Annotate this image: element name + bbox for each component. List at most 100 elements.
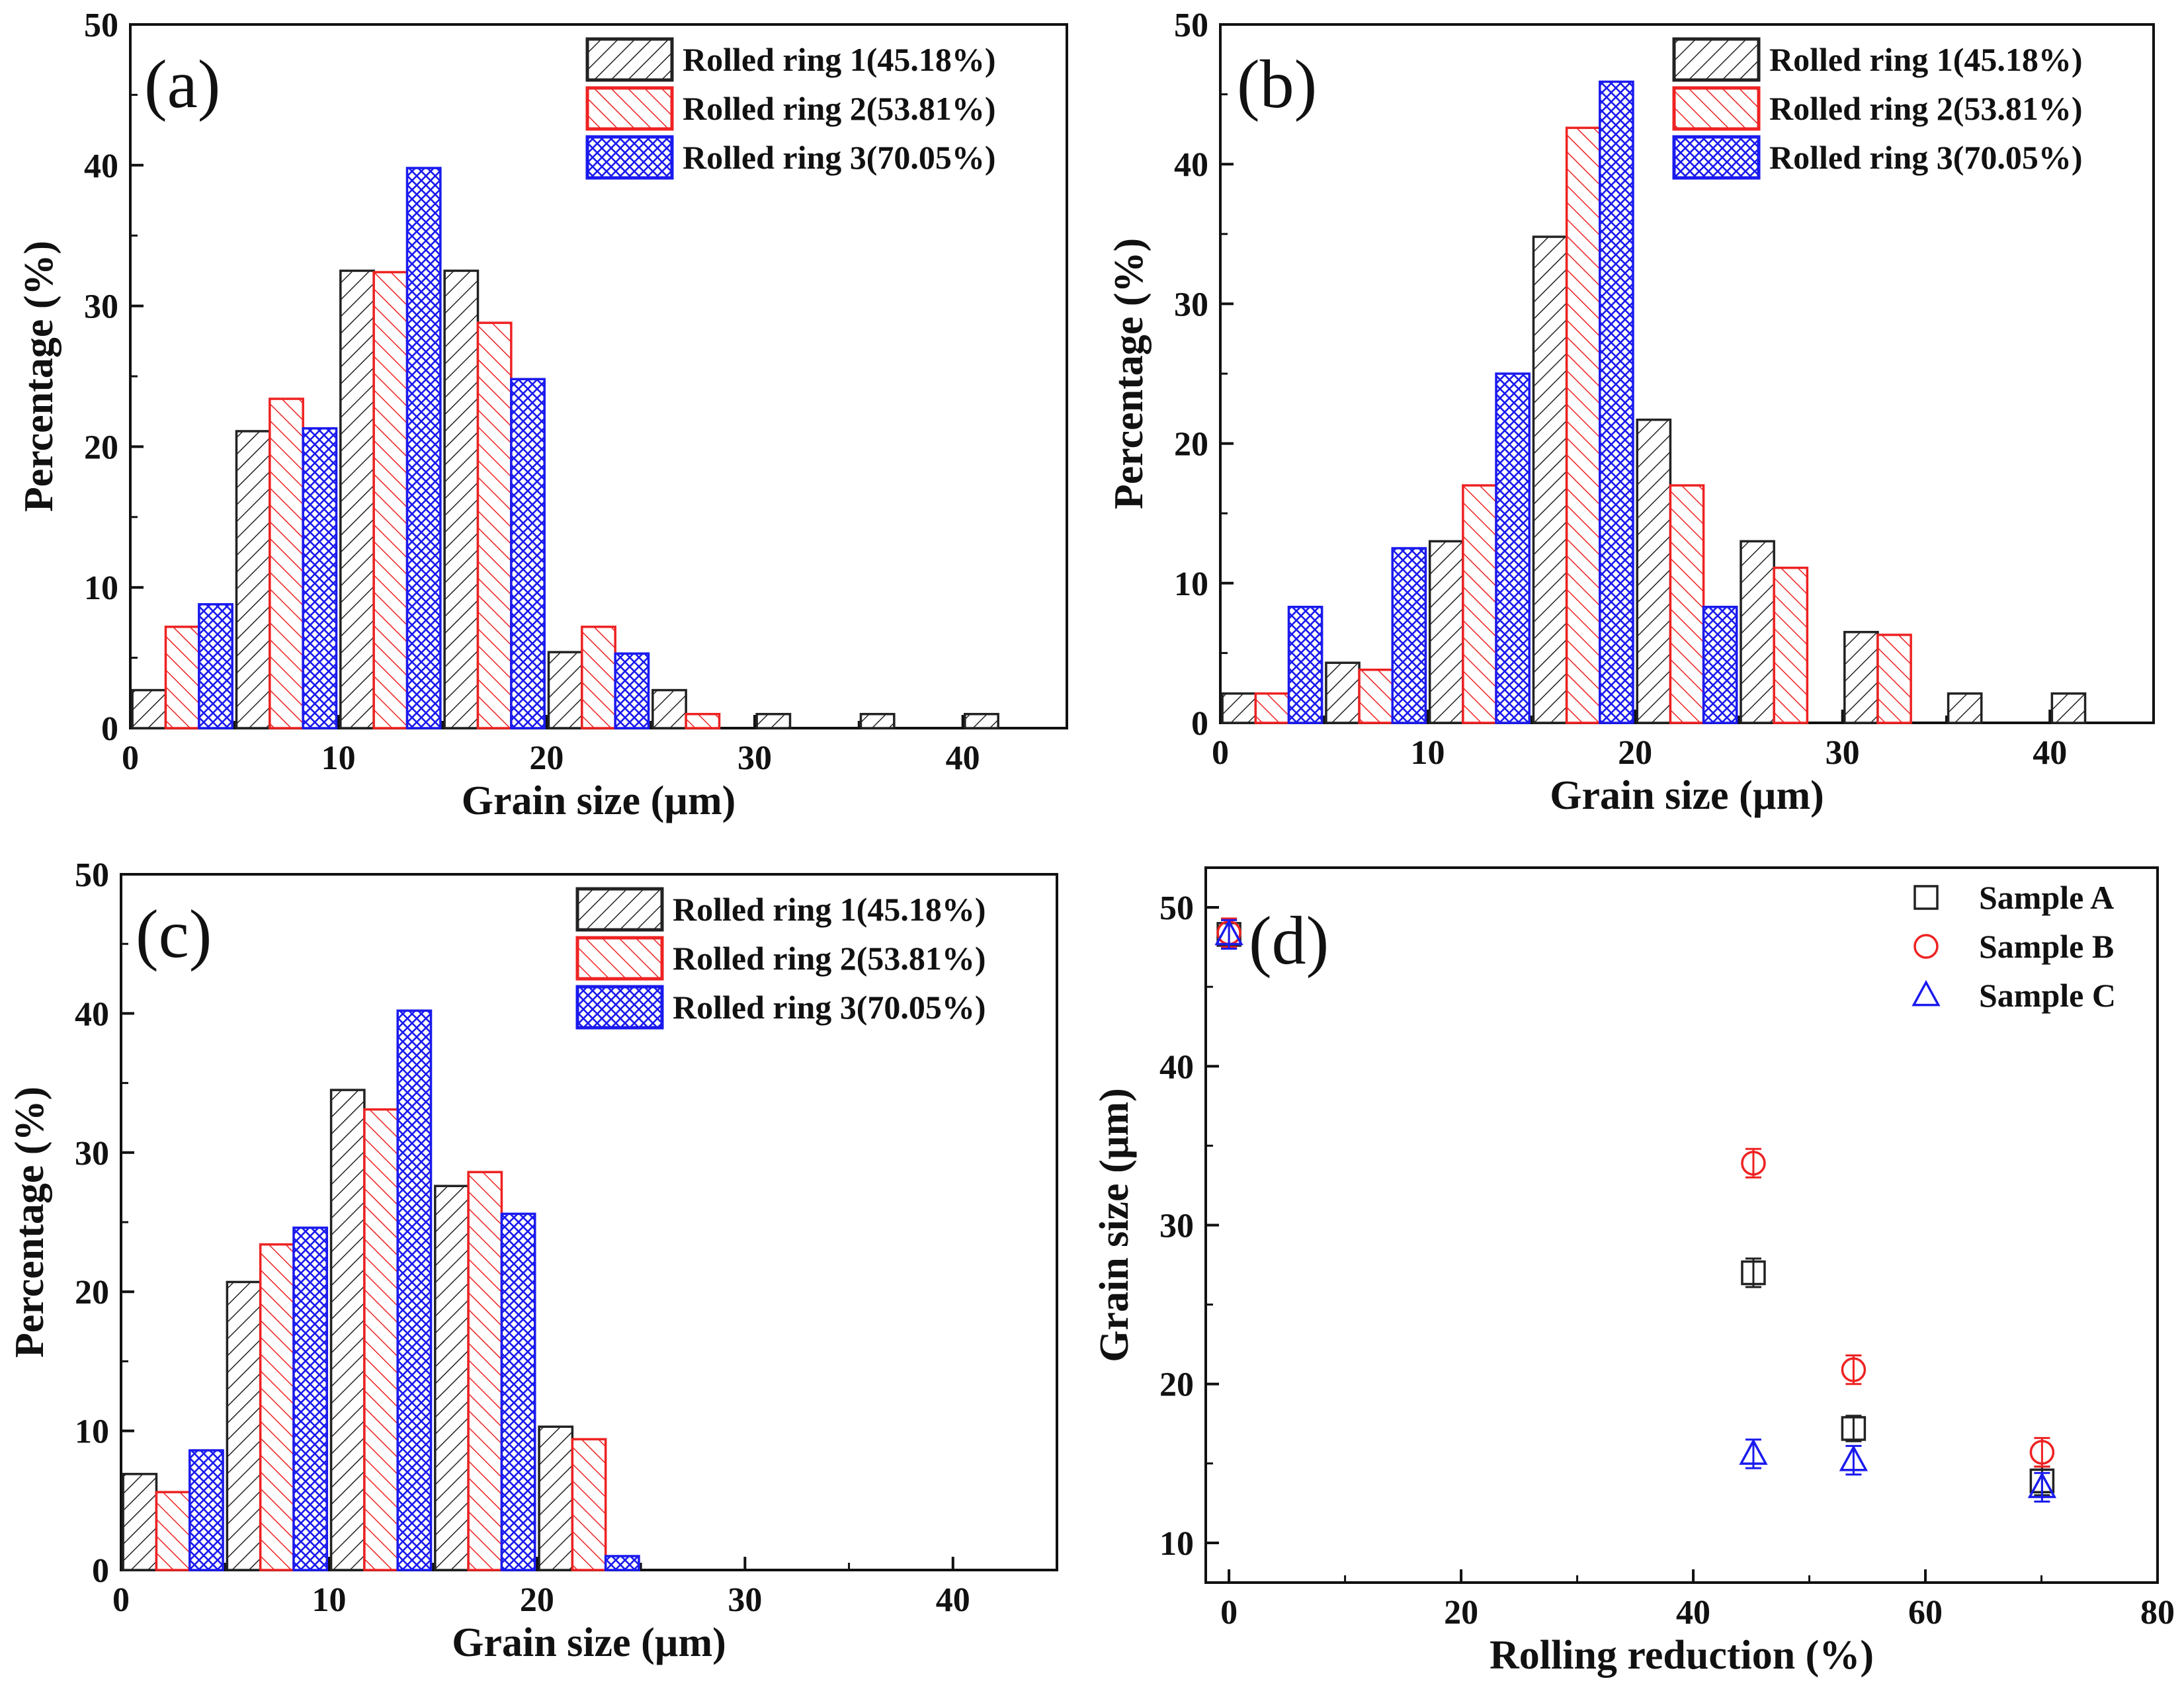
y-tick-label: 50 [1174, 7, 1208, 44]
x-tick-label: 40 [936, 1581, 970, 1619]
bar-rolled-ring-3-70-05--bin-2 [405, 167, 442, 729]
bar-rolled-ring-2-53-81--bin-2 [363, 1108, 399, 1571]
point-sample-a-1 [1741, 1260, 1766, 1286]
bar-rolled-ring-1-45-18--bin-3 [443, 269, 480, 729]
x-tick-label: 60 [1908, 1594, 1943, 1632]
bar-rolled-ring-2-53-81--bin-4 [571, 1438, 607, 1571]
bar-rolled-ring-3-70-05--bin-1 [302, 427, 338, 729]
bar-rolled-ring-2-53-81--bin-0 [164, 626, 200, 729]
x-tick-label: 10 [321, 739, 356, 777]
bar-rolled-ring-1-45-18--bin-1 [226, 1280, 262, 1571]
point-sample-a-2 [1841, 1416, 1867, 1441]
x-tick-label: 0 [1212, 734, 1229, 772]
x-tick-label: 40 [2033, 734, 2067, 772]
y-tick-label: 30 [75, 1135, 109, 1173]
y-tick-label: 20 [1159, 1366, 1194, 1404]
bar-rolled-ring-1-45-18--bin-6 [1843, 630, 1879, 724]
bar-rolled-ring-1-45-18--bin-1 [1325, 661, 1361, 724]
bar-rolled-ring-1-45-18--bin-0 [1221, 692, 1257, 724]
legend-swatch [1672, 37, 1761, 82]
legend-marker [1911, 979, 1941, 1007]
legend-swatch [585, 37, 674, 82]
bar-rolled-ring-2-53-81--bin-5 [685, 712, 721, 729]
y-tick-label: 10 [84, 569, 118, 607]
bar-rolled-ring-1-45-18--bin-4 [547, 651, 583, 729]
bar-rolled-ring-1-45-18--bin-8 [2050, 692, 2087, 724]
y-tick-label: 50 [84, 7, 118, 44]
bar-rolled-ring-2-53-81--bin-5 [1773, 566, 1809, 724]
y-tick-label: 20 [1174, 426, 1208, 464]
y-axis-title: Grain size (µm) [1092, 1088, 1137, 1362]
x-tick-label: 20 [1444, 1594, 1478, 1632]
x-axis-title: Grain size (µm) [462, 778, 736, 823]
bar-rolled-ring-1-45-18--bin-2 [339, 269, 375, 729]
bar-rolled-ring-3-70-05--bin-4 [1702, 605, 1738, 724]
bar-rolled-ring-3-70-05--bin-0 [198, 602, 233, 729]
legend-marker [1913, 885, 1939, 910]
bar-rolled-ring-3-70-05--bin-4 [614, 652, 650, 729]
x-tick-label: 30 [737, 739, 772, 777]
y-tick-label: 0 [92, 1552, 109, 1590]
bar-rolled-ring-2-53-81--bin-3 [467, 1171, 503, 1571]
bar-rolled-ring-1-45-18--bin-3 [434, 1184, 470, 1571]
legend-swatch [575, 887, 664, 932]
x-tick-label: 80 [2140, 1594, 2175, 1632]
y-tick-label: 30 [1174, 286, 1208, 323]
chart-panel-d: 10 20 30 40 50 0 20 40 60 80 Rolling reduction (%)… [1092, 866, 2175, 1678]
plot-frame [1204, 866, 2159, 1584]
y-tick-label: 0 [1191, 705, 1208, 743]
bar-rolled-ring-1-45-18--bin-8 [964, 712, 999, 729]
legend-swatch [585, 135, 674, 180]
bar-rolled-ring-3-70-05--bin-1 [1391, 547, 1427, 724]
bar-rolled-ring-2-53-81--bin-2 [372, 270, 409, 729]
x-tick-label: 0 [112, 1581, 130, 1619]
y-tick-label: 20 [75, 1274, 109, 1311]
x-tick-label: 20 [529, 739, 564, 777]
y-tick-label: 50 [1159, 890, 1194, 927]
y-tick-label: 50 [75, 856, 109, 894]
bar-rolled-ring-2-53-81--bin-3 [476, 321, 513, 729]
x-tick-label: 20 [1618, 734, 1652, 772]
y-tick-label: 0 [101, 710, 118, 748]
legend-swatch [575, 936, 664, 981]
point-sample-b-3 [2029, 1440, 2055, 1465]
legend-swatch [1672, 135, 1761, 180]
point-sample-c-3 [2027, 1471, 2057, 1499]
bar-rolled-ring-2-53-81--bin-1 [269, 397, 304, 729]
legend-label: Sample A [1979, 879, 2114, 916]
x-tick-label: 20 [520, 1581, 554, 1619]
x-axis-title: Grain size (µm) [1550, 773, 1824, 818]
legend-label: Rolled ring 2(53.81%) [673, 940, 986, 977]
bar-rolled-ring-3-70-05--bin-3 [510, 378, 546, 729]
panel-label: (d) [1249, 903, 1329, 979]
bar-rolled-ring-3-70-05--bin-2 [396, 1009, 433, 1571]
bar-rolled-ring-1-45-18--bin-4 [538, 1425, 574, 1571]
bar-rolled-ring-2-53-81--bin-4 [1669, 484, 1705, 724]
y-tick-label: 10 [1174, 565, 1208, 603]
bar-rolled-ring-1-45-18--bin-7 [1947, 692, 1983, 724]
bar-rolled-ring-3-70-05--bin-2 [1495, 372, 1531, 724]
bar-rolled-ring-3-70-05--bin-3 [500, 1212, 536, 1571]
legend-label: Sample B [1979, 928, 2114, 965]
point-sample-b-1 [1741, 1151, 1766, 1176]
bar-rolled-ring-2-53-81--bin-0 [1254, 692, 1290, 724]
bar-rolled-ring-2-53-81--bin-1 [1358, 668, 1394, 724]
legend-label: Sample C [1979, 977, 2116, 1014]
bar-rolled-ring-3-70-05--bin-1 [292, 1226, 329, 1571]
y-tick-label: 20 [84, 429, 118, 466]
y-tick-label: 10 [1159, 1525, 1194, 1563]
legend-label: Rolled ring 1(45.18%) [1769, 41, 2083, 78]
chart-panel-c: 0 10 20 30 40 50 0 10 20 30 40 Grain size (µm) Perce… [7, 856, 1058, 1665]
y-tick-label: 40 [1159, 1048, 1194, 1086]
y-tick-label: 30 [84, 288, 118, 326]
x-tick-label: 30 [1826, 734, 1860, 772]
y-tick-label: 40 [84, 147, 118, 185]
bar-rolled-ring-1-45-18--bin-0 [131, 688, 167, 729]
legend-swatch [1672, 86, 1761, 131]
legend-marker [1913, 934, 1939, 959]
bar-rolled-ring-1-45-18--bin-5 [1740, 540, 1775, 724]
bar-rolled-ring-1-45-18--bin-4 [1636, 418, 1672, 724]
legend-label: Rolled ring 3(70.05%) [1769, 139, 2083, 176]
x-tick-label: 40 [1676, 1594, 1710, 1632]
legend-label: Rolled ring 1(45.18%) [683, 41, 996, 78]
